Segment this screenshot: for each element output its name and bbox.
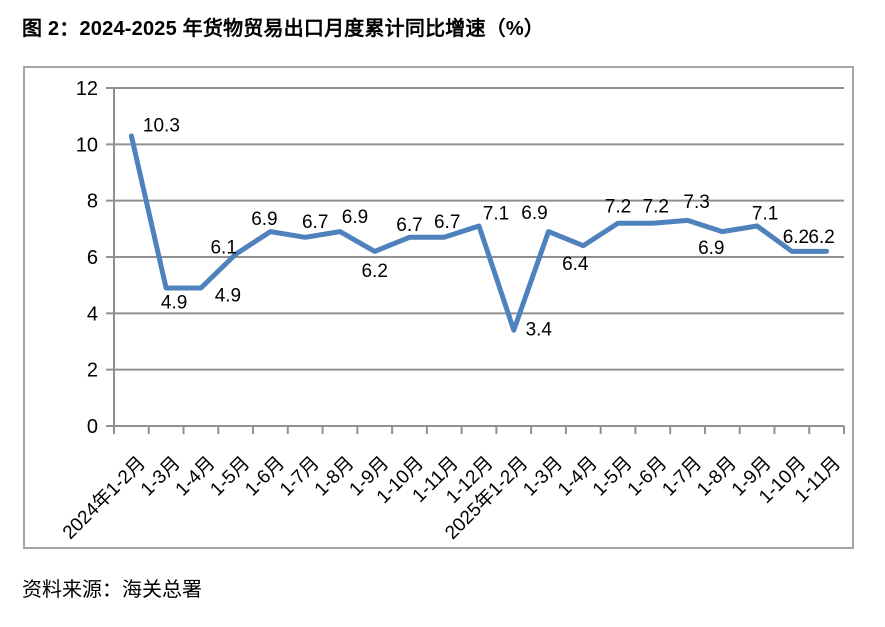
y-axis-tick-label: 6 <box>87 247 98 269</box>
x-axis-tick-label: 1-6月 <box>241 453 289 501</box>
series-line <box>128 133 830 333</box>
x-axis-tick-label: 1-3月 <box>519 453 567 501</box>
data-point-label: 4.9 <box>161 293 187 314</box>
y-axis-tick-label: 0 <box>87 416 98 438</box>
source-note: 资料来源：海关总署 <box>22 579 202 601</box>
data-point-label: 6.7 <box>302 212 328 233</box>
y-axis-tick-label: 8 <box>87 191 98 213</box>
x-axis-tick-label: 1-8月 <box>311 453 359 501</box>
chart-frame: 0 2 4 6 8 10 12 10.3 4.9 4.9 6.1 6.9 6.7 6.9 6.2 6.7 6.7… <box>23 66 854 549</box>
x-axis-tick-label: 1-4月 <box>554 453 602 501</box>
data-point-label: 6.7 <box>434 212 460 233</box>
data-point-label: 6.2 <box>808 227 834 248</box>
x-axis-tick-label: 2024年1-2月 <box>58 452 150 544</box>
data-point-label: 6.7 <box>396 215 422 236</box>
data-point-label: 7.2 <box>643 197 669 218</box>
data-point-label: 6.1 <box>210 238 236 259</box>
x-axis-tick-label: 1-5月 <box>206 453 254 501</box>
figure-title: 图 2：2024-2025 年货物贸易出口月度累计同比增速（%） <box>22 18 545 40</box>
x-axis-tick-label: 1-5月 <box>589 453 637 501</box>
data-point-label: 7.2 <box>605 197 631 218</box>
x-axis-tick-label: 1-7月 <box>658 453 706 501</box>
data-point-label: 6.9 <box>342 207 368 228</box>
data-point-label: 6.2 <box>783 227 809 248</box>
data-point-label: 4.9 <box>215 286 241 307</box>
y-axis-tick-label: 10 <box>76 134 98 156</box>
x-axis-tick-label: 1-4月 <box>172 453 220 501</box>
data-point-label: 7.3 <box>683 192 709 213</box>
x-axis-labels: 2024年1-2月1-3月1-4月1-5月1-6月1-7月1-8月1-9月1-1… <box>58 452 845 544</box>
data-point-label: 7.1 <box>483 204 509 225</box>
data-point-label: 6.2 <box>361 261 387 282</box>
x-axis-tick-label: 1-3月 <box>137 453 185 501</box>
data-point-label: 6.9 <box>251 209 277 230</box>
y-axis-tick-label: 4 <box>87 303 98 325</box>
x-axis-tick-label: 1-8月 <box>693 453 741 501</box>
data-point-label: 6.9 <box>521 203 547 224</box>
y-axis-tick-label: 12 <box>76 78 98 100</box>
data-point-label: 7.1 <box>752 204 778 225</box>
x-axis-tick-label: 1-7月 <box>276 453 324 501</box>
data-point-label: 3.4 <box>526 320 553 341</box>
data-point-label: 6.9 <box>698 238 724 259</box>
x-axis-tick-label: 1-6月 <box>624 453 672 501</box>
data-point-label: 6.4 <box>562 254 589 275</box>
y-axis-tick-label: 2 <box>87 360 98 382</box>
data-point-label: 10.3 <box>143 115 180 136</box>
data-labels: 10.3 4.9 4.9 6.1 6.9 6.7 6.9 6.2 6.7 6.7 7.1 3.4 6.9… <box>143 115 835 340</box>
export-growth-line-chart: 0 2 4 6 8 10 12 10.3 4.9 4.9 6.1 6.9 6.7 6.9 6.2 6.7 6.7… <box>58 78 845 544</box>
gridlines-and-axes: 0 2 4 6 8 10 12 <box>76 78 845 438</box>
